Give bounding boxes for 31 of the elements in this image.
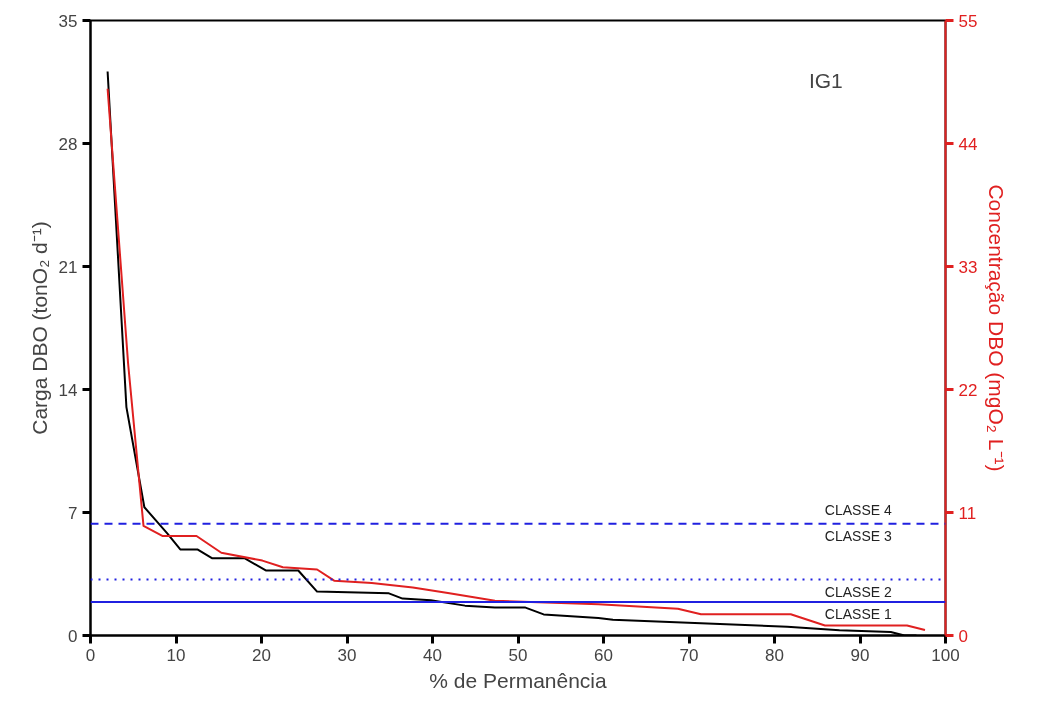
x-tick-label: 30 bbox=[337, 645, 357, 665]
ref-line-label: CLASSE 3 bbox=[824, 527, 892, 544]
y-tick-label: 0 bbox=[68, 626, 78, 646]
y2-axis-title: Concentração DBO (mgO₂ L⁻¹) bbox=[985, 184, 1009, 472]
y2-tick-label: 55 bbox=[958, 11, 978, 31]
x-tick-label: 80 bbox=[765, 645, 784, 665]
x-tick-label: 40 bbox=[423, 645, 442, 665]
x-tick-label: 60 bbox=[594, 645, 613, 665]
y-tick-label: 28 bbox=[58, 134, 78, 154]
y2-tick-label: 44 bbox=[958, 134, 978, 154]
x-tick-label: 20 bbox=[252, 645, 271, 665]
y-axis-title: Carga DBO (tonO₂ d⁻¹) bbox=[27, 221, 51, 435]
y2-tick-label: 0 bbox=[958, 626, 968, 646]
y2-tick-label: 22 bbox=[958, 380, 978, 400]
text: IG1 bbox=[808, 69, 843, 92]
y2-tick-label: 11 bbox=[958, 503, 977, 523]
x-tick-label: 100 bbox=[931, 645, 960, 665]
x-axis-title: % de Permanência bbox=[429, 668, 608, 692]
y-tick-label: 14 bbox=[58, 380, 78, 400]
y-tick-label: 7 bbox=[68, 503, 78, 523]
ref-line-label: CLASSE 2 bbox=[824, 583, 892, 600]
y-tick-label: 35 bbox=[58, 11, 78, 31]
x-tick-label: 10 bbox=[166, 645, 186, 665]
annotation: CLASSE 4 bbox=[824, 501, 892, 518]
ref-line-label: CLASSE 1 bbox=[824, 605, 892, 622]
x-tick-label: 50 bbox=[508, 645, 528, 665]
x-tick-label: 70 bbox=[679, 645, 699, 665]
y2-tick-label: 33 bbox=[958, 257, 978, 277]
y-tick-label: 21 bbox=[58, 257, 78, 277]
x-tick-label: 90 bbox=[850, 645, 870, 665]
x-tick-label: 0 bbox=[85, 645, 96, 665]
